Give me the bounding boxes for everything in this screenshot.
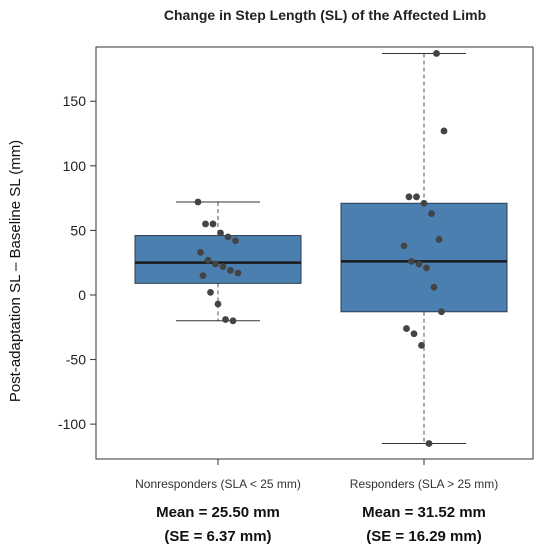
x-category-label: Nonresponders (SLA < 25 mm) [135, 477, 301, 491]
data-point [207, 288, 214, 296]
annotations-layer: Mean = 25.50 mm (SE = 6.37 mm) Mean = 31.5… [156, 504, 486, 545]
data-point [415, 260, 423, 268]
data-point [209, 220, 217, 228]
data-point [405, 193, 413, 201]
data-point [197, 248, 204, 256]
data-point [433, 50, 440, 57]
data-point [440, 127, 448, 135]
y-axis: -100 -50 0 50 100 150 [58, 93, 96, 432]
data-point [222, 316, 229, 323]
boxes-layer [134, 52, 508, 445]
data-point [214, 300, 222, 308]
data-point [232, 237, 239, 245]
data-point [194, 198, 202, 206]
box-iqr [340, 202, 508, 313]
y-tick-label: 50 [70, 222, 86, 238]
plot-frame [95, 46, 534, 460]
data-point [413, 193, 420, 201]
data-point [430, 283, 438, 291]
data-point [224, 233, 232, 241]
data-point [204, 256, 212, 264]
data-point [423, 264, 430, 272]
y-tick-label: 150 [63, 93, 87, 109]
x-axis: Nonresponders (SLA < 25 mm) Responders (S… [135, 459, 498, 491]
data-point [408, 257, 415, 265]
data-point [425, 440, 433, 447]
data-point [420, 199, 428, 207]
y-tick-label: 100 [63, 158, 87, 174]
y-tick-label: -50 [66, 352, 86, 368]
data-point [199, 272, 207, 280]
group-annotation: Mean = 25.50 mm [156, 504, 280, 521]
y-axis-label: Post-adaptation SL – Baseline SL (mm) [7, 140, 24, 402]
data-point [234, 269, 242, 277]
points-layer [194, 50, 448, 447]
data-point [227, 267, 234, 274]
data-point [418, 341, 425, 349]
y-tick-label: 0 [78, 287, 86, 303]
data-point [428, 210, 435, 218]
group-annotation: Mean = 31.52 mm [362, 504, 486, 521]
data-point [229, 317, 237, 325]
box-iqr [134, 235, 302, 284]
group-annotation: (SE = 6.37 mm) [164, 528, 271, 545]
data-point [217, 229, 224, 237]
data-point [212, 260, 219, 268]
x-category-label: Responders (SLA > 25 mm) [350, 477, 498, 491]
chart-title: Change in Step Length (SL) of the Affect… [164, 7, 486, 23]
data-point [202, 220, 209, 228]
data-point [400, 242, 408, 250]
data-point [219, 263, 227, 270]
data-point [403, 325, 410, 332]
data-point [435, 236, 443, 243]
group-annotation: (SE = 16.29 mm) [366, 528, 481, 545]
data-point [438, 308, 445, 316]
data-point [410, 330, 418, 338]
y-tick-label: -100 [58, 416, 86, 432]
